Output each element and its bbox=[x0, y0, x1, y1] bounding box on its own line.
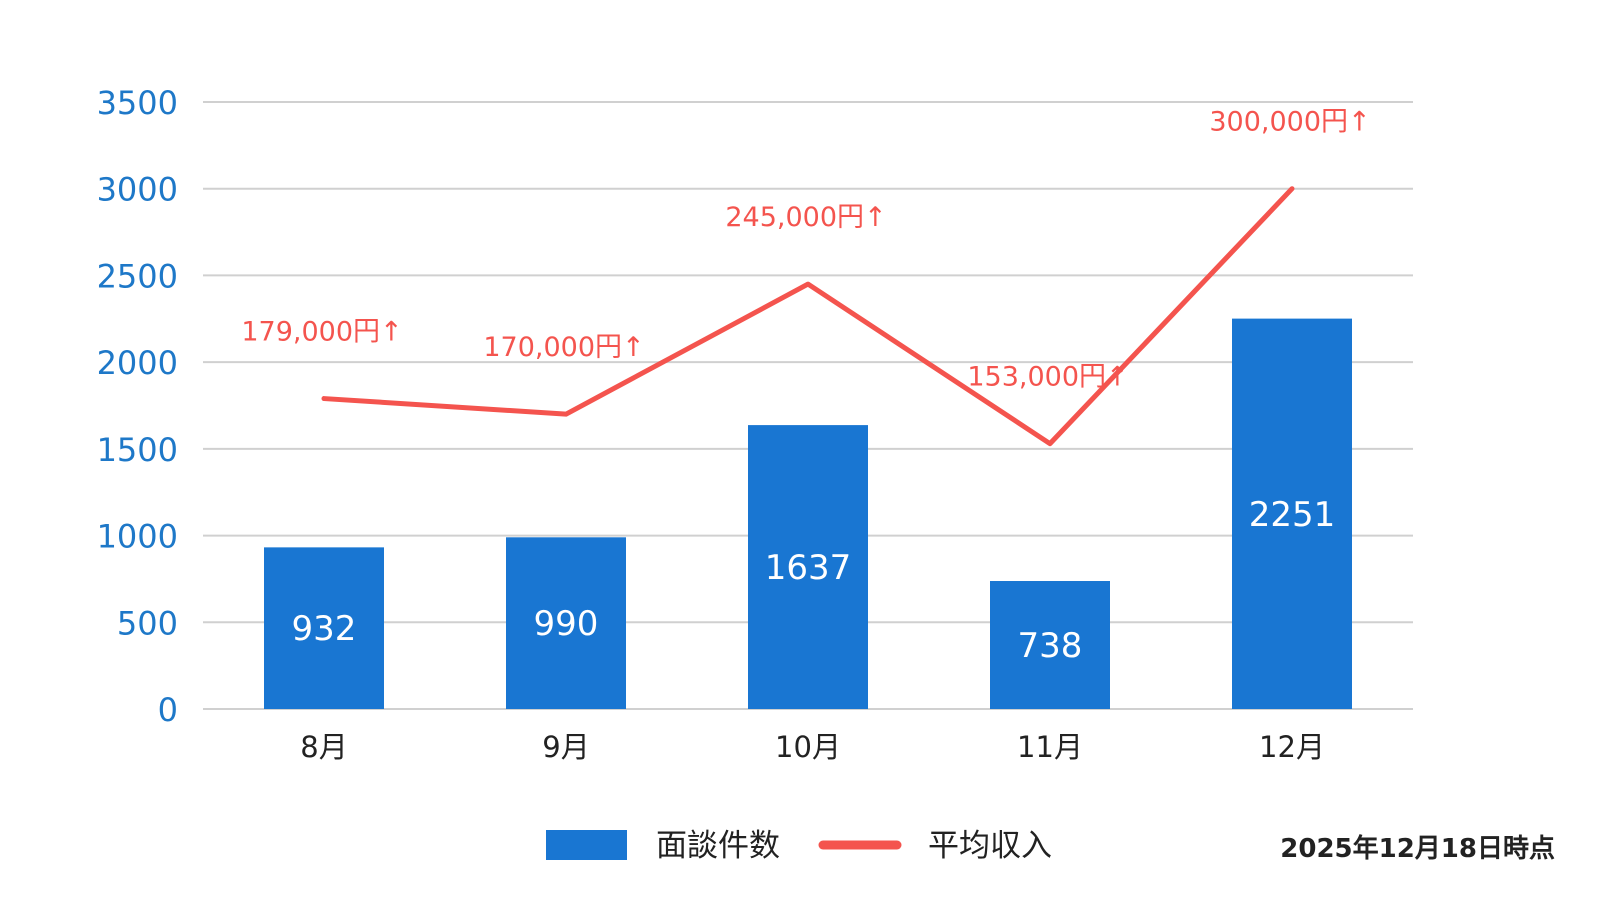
line-data-label: 300,000円↑ bbox=[1209, 107, 1370, 138]
bar-data-label: 2251 bbox=[1249, 495, 1336, 535]
x-tick-label: 10月 bbox=[775, 730, 841, 764]
x-axis-tick-labels: 8月 9月 10月 11月 12月 bbox=[300, 730, 1325, 764]
line-data-label: 179,000円↑ bbox=[241, 317, 402, 348]
y-tick-label: 2000 bbox=[97, 344, 178, 382]
y-tick-label: 1500 bbox=[97, 431, 178, 469]
bar-data-label: 932 bbox=[292, 609, 357, 649]
annotation: 2025年12月18日時点 bbox=[1280, 833, 1555, 864]
line-data-label: 153,000円↑ bbox=[967, 362, 1128, 393]
x-tick-label: 11月 bbox=[1017, 730, 1083, 764]
y-tick-label: 500 bbox=[117, 604, 178, 642]
bar-data-label: 738 bbox=[1018, 626, 1083, 666]
bar-data-label: 1637 bbox=[765, 548, 852, 588]
legend: 面談件数 平均収入 bbox=[546, 828, 1052, 864]
bar-series bbox=[264, 319, 1352, 709]
bar-data-label: 990 bbox=[534, 604, 599, 644]
legend-swatch-bar bbox=[546, 830, 627, 860]
legend-label-bar: 面談件数 bbox=[656, 828, 780, 864]
y-tick-label: 3000 bbox=[97, 171, 178, 209]
line-data-labels: 179,000円↑ 170,000円↑ 245,000円↑ 153,000円↑ 300,… bbox=[241, 107, 1370, 393]
line-data-label: 170,000円↑ bbox=[483, 332, 644, 363]
x-tick-label: 8月 bbox=[300, 730, 347, 764]
y-tick-label: 3500 bbox=[97, 84, 178, 122]
y-axis-tick-labels: 0 500 1000 1500 2000 2500 3000 3500 bbox=[97, 84, 178, 729]
date-annotation: 2025年12月18日時点 bbox=[1280, 833, 1555, 864]
line-data-label: 245,000円↑ bbox=[725, 202, 886, 233]
legend-label-line: 平均収入 bbox=[928, 828, 1052, 864]
y-tick-label: 0 bbox=[158, 691, 178, 729]
y-tick-label: 1000 bbox=[97, 518, 178, 556]
y-tick-label: 2500 bbox=[97, 257, 178, 295]
x-tick-label: 9月 bbox=[542, 730, 589, 764]
x-tick-label: 12月 bbox=[1259, 730, 1325, 764]
